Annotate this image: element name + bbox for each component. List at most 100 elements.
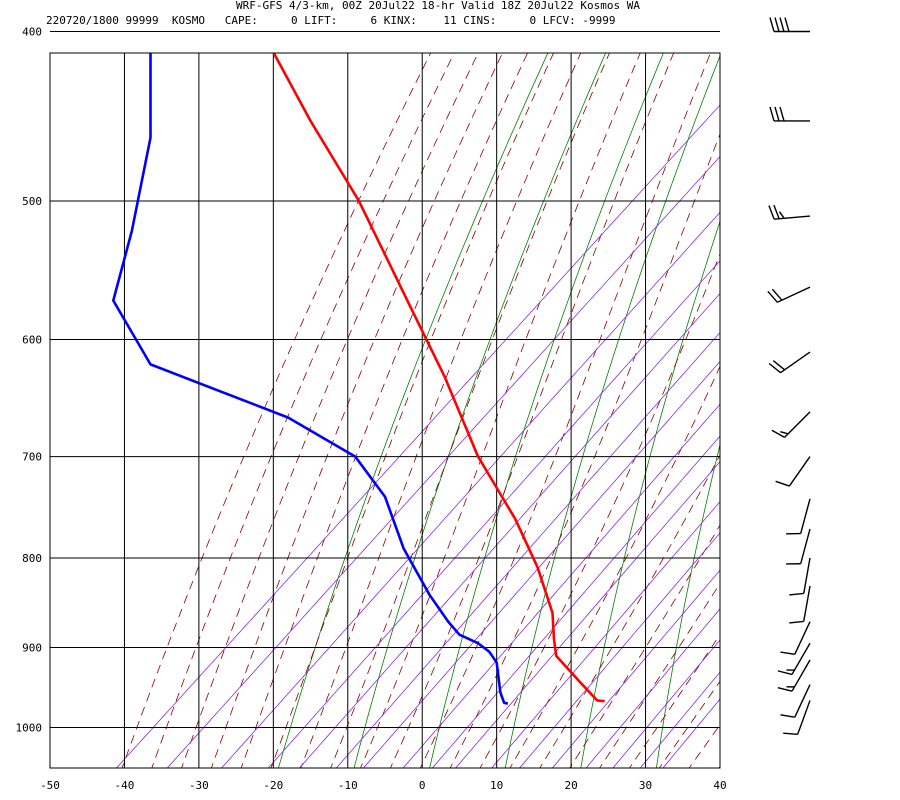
wind-barb-feather [769,106,775,122]
moist-adiabat [509,365,720,768]
wind-barb-staff [800,498,811,534]
wind-barb-feather [768,205,775,220]
mixing-ratio-line [519,532,720,768]
dry-adiabat [429,53,664,768]
wind-barb [771,411,811,438]
mixing-ratio-line [662,698,720,768]
wind-barb-staff [803,557,811,594]
wind-barb [780,684,811,718]
y-tick-labels: 400 500 600 700 800 900 1000 [16,26,43,735]
moist-adiabat [419,53,711,768]
wind-barb-feather [777,670,793,676]
y-tick-label: 600 [22,333,42,346]
wind-barb-staff [791,659,811,692]
moist-adiabat [389,53,675,768]
mixing-ratio-line [639,671,720,768]
mixing-ratio-line [612,639,720,768]
wind-barb-feather [777,686,793,692]
mixing-ratio-line [115,104,720,768]
y-tick-label: 500 [22,195,42,208]
wind-barb-staff [788,456,811,487]
wind-barb [768,351,811,374]
dry-adiabat [655,443,720,768]
wind-barb-feather [784,17,790,32]
mixing-ratio-line [267,260,720,768]
wind-barb-staff [803,585,811,622]
wind-barb-staff [794,684,811,718]
dry-adiabat [504,54,720,768]
x-tick-label: -30 [189,779,209,792]
y-tick-label: 400 [22,26,42,39]
wind-barb-feather [768,362,781,374]
x-tick-label: -50 [40,779,60,792]
wind-barb [786,528,811,565]
wind-barb-feather [789,620,804,624]
wind-barb-feather [789,592,804,596]
moist-adiabat [746,12,900,771]
temperature-line [272,53,605,703]
y-tick-label: 900 [22,641,42,654]
wind-barb [789,585,811,624]
moist-adiabat [688,724,720,768]
plot-frame [49,52,721,769]
wind-barb [783,700,811,735]
wind-barb-feather [771,288,783,301]
mixing-ratio-line [335,331,720,768]
wind-barb [780,621,811,656]
moist-adiabat [300,53,582,768]
wind-barb-staff [797,700,811,735]
dry-adiabat [353,53,607,768]
wind-barb-feather [779,106,785,122]
moist-adiabat [210,53,503,768]
x-tick-label: 30 [639,779,652,792]
mixing-ratio-line [298,292,720,768]
moist-adiabat [449,132,720,768]
wind-barb [777,659,811,692]
moist-adiabat [539,454,720,768]
chart-title: WRF-GFS 4/3-km, 00Z 20Jul22 18-hr Valid … [236,0,640,12]
y-tick-label: 800 [22,552,42,565]
y-tick-label: 700 [22,451,42,464]
y-tick-label: 1000 [16,722,43,735]
dry-adiabat [278,53,549,768]
x-tick-label: 40 [713,779,726,792]
wind-barb-feather [779,17,785,32]
series-layer [111,53,605,705]
wind-barb-staff [774,215,811,220]
x-tick-label: -20 [263,779,283,792]
wind-barb-feather [772,360,786,371]
dry-adiabat [883,12,900,771]
wind-barb-feather [780,431,789,435]
wind-barb-feather [773,204,780,219]
moist-adiabat [151,53,455,768]
moist-adiabat [360,53,641,768]
wind-barb [767,286,811,303]
dry-adiabat [732,12,900,771]
wind-barb [769,106,810,122]
wind-barb-staff [794,621,811,655]
wind-barb-feather [780,651,795,656]
wind-barb-feather [769,17,775,32]
wind-barb [789,557,811,596]
wind-barb [775,456,811,487]
wind-barb-staff [780,351,811,374]
mixing-ratio-line [551,569,720,768]
wind-barb [769,17,810,33]
wind-barb-feather [778,211,785,219]
wind-barb-staff [777,286,811,303]
sounding-indices: 220720/1800 99999 KOSMO CAPE: 0 LIFT: 6 … [46,14,616,27]
wind-barb-feather [771,429,785,438]
mixing-ratio-line [166,155,720,768]
x-tick-label: -40 [115,779,135,792]
moist-adiabat [718,765,720,768]
wind-barb-feather [783,732,798,735]
x-tick-label: 0 [419,779,426,792]
x-tick-label: 10 [490,779,503,792]
wind-barb-feather [767,290,778,303]
wind-barbs [767,17,811,735]
moist-adiabat [330,53,610,768]
wind-barb-feather [774,106,780,122]
wind-barb-feather [775,480,790,487]
wind-barb [768,204,811,220]
